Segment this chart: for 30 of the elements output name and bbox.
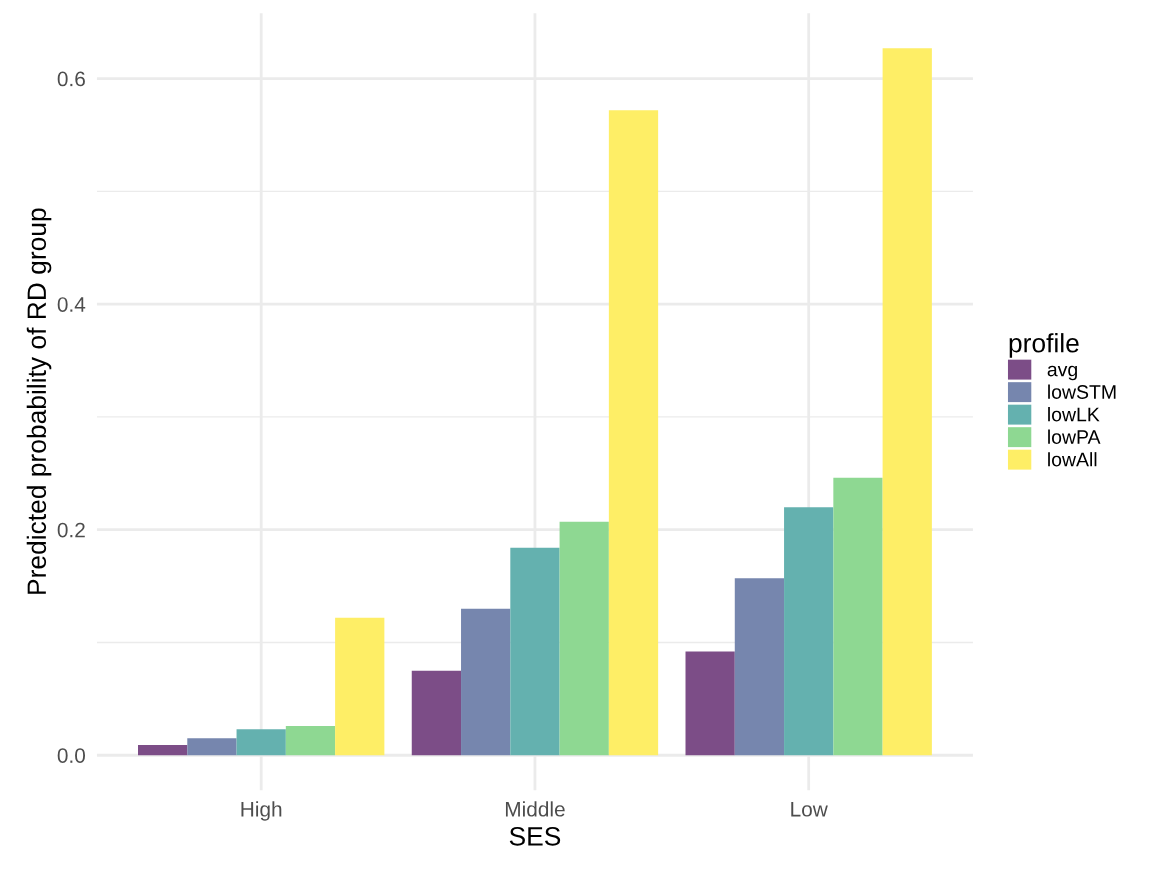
bar: [335, 617, 385, 756]
y-tick-label: 0.2: [57, 522, 85, 538]
bar: [461, 608, 511, 756]
x-axis-title: SES: [509, 826, 561, 846]
bar: [685, 651, 735, 756]
x-tick-label: Low: [791, 802, 828, 817]
y-tick-label: 0.6: [57, 71, 85, 87]
y-tick-label: 0.0: [57, 748, 86, 763]
bar: [138, 745, 188, 756]
legend-title: profile: [1009, 333, 1079, 358]
bar: [187, 738, 237, 756]
bar: [236, 729, 286, 756]
y-axis-title: Predicted probability of RD group: [26, 208, 52, 594]
x-tick-label: High: [241, 801, 282, 821]
bar: [559, 521, 609, 756]
bar: [833, 477, 883, 756]
bar: [784, 507, 834, 756]
bar: [510, 547, 560, 756]
y-tick-label: 0.4: [57, 297, 86, 312]
x-tick-label: Middle: [505, 801, 565, 817]
legend-label: lowSTM: [1048, 384, 1116, 399]
legend-label: lowPA: [1048, 429, 1101, 444]
bar: [285, 725, 336, 756]
bar: [882, 48, 932, 756]
legend-label: avg: [1047, 365, 1077, 381]
bar: [411, 670, 462, 756]
bar: [608, 110, 659, 756]
legend-label: lowLK: [1048, 407, 1100, 422]
bar: [734, 578, 785, 756]
legend-label: lowAll: [1048, 452, 1097, 467]
